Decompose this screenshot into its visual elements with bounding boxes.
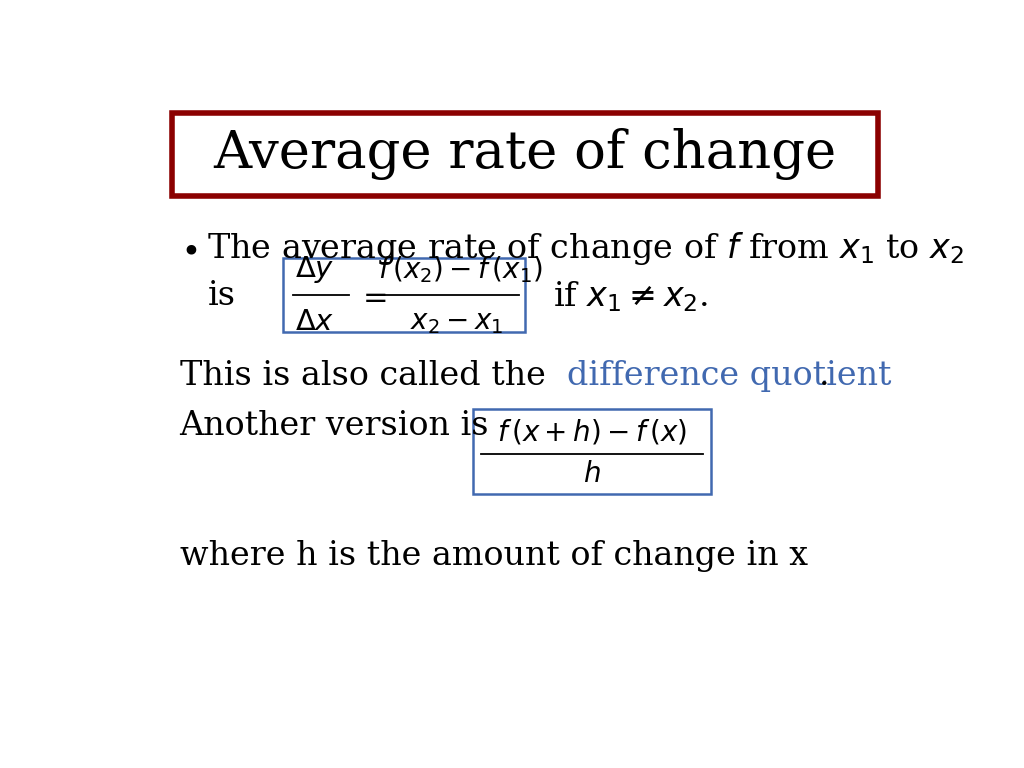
Text: $\Delta y$: $\Delta y$ [295,254,334,285]
Text: where h is the amount of change in x: where h is the amount of change in x [179,541,808,572]
FancyBboxPatch shape [172,113,878,196]
Text: $f\,(x + h) - f\,(x)$: $f\,(x + h) - f\,(x)$ [498,417,687,446]
Text: $\Delta x$: $\Delta x$ [295,308,334,336]
FancyBboxPatch shape [283,258,524,332]
Text: $x_2 - x_1$: $x_2 - x_1$ [410,308,503,336]
Text: is: is [207,280,236,312]
Text: Another version is: Another version is [179,410,489,442]
Text: $h$: $h$ [584,460,601,488]
Text: This is also called the: This is also called the [179,360,556,392]
Text: Average rate of change: Average rate of change [213,128,837,180]
Text: if $x_1 \neq x_2$.: if $x_1 \neq x_2$. [553,279,708,313]
Text: difference quotient: difference quotient [567,360,891,392]
FancyBboxPatch shape [473,409,712,495]
Text: $=$: $=$ [356,282,387,311]
Text: The average rate of change of $\mathit{f}$ from $x_1$ to $x_2$: The average rate of change of $\mathit{f… [207,230,965,267]
Text: $\bullet$: $\bullet$ [179,233,197,266]
Text: $f\,(x_2) - f\,(x_1)$: $f\,(x_2) - f\,(x_1)$ [378,254,543,285]
Text: .: . [818,360,829,392]
